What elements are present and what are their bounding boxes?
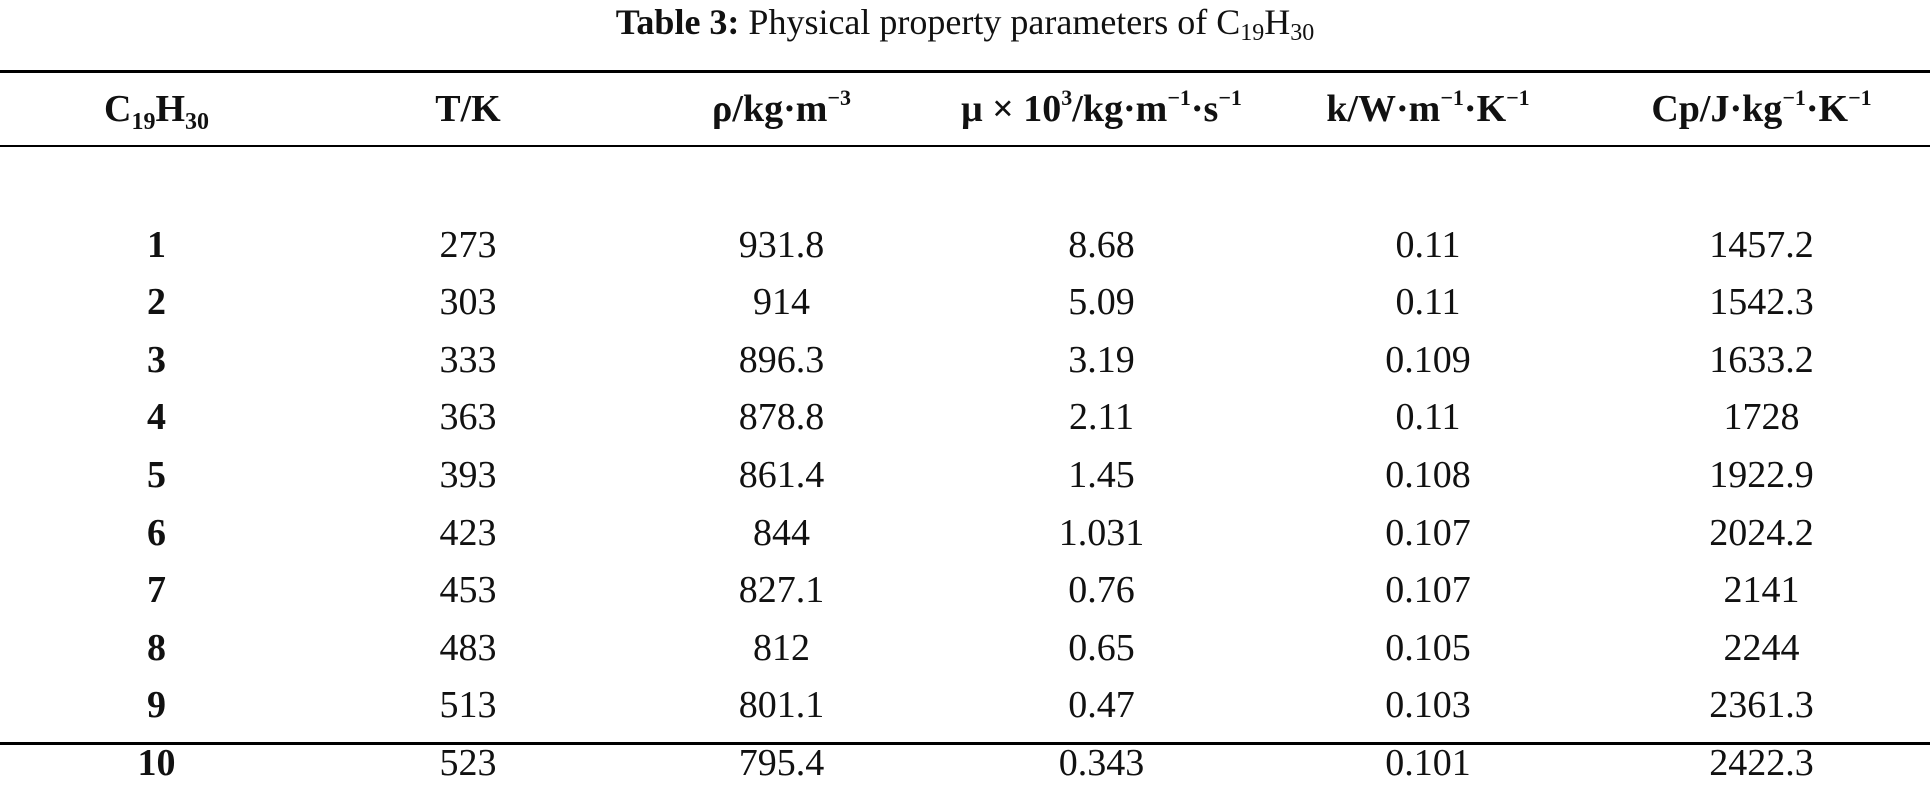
table-top-rule [0,70,1930,73]
cell-viscosity: 0.76 [1068,569,1135,612]
cell-temperature: 423 [439,511,497,554]
header-heat-capacity: Cp/J·kg−1·K−1 [1651,85,1872,131]
cell-density: 795.4 [738,741,825,784]
table-row: 5 393 861.4 1.45 0.108 1922.9 [0,447,1930,505]
table-row: 9 513 801.1 0.47 0.103 2361.3 [0,677,1930,735]
cell-viscosity: 0.65 [1068,626,1135,669]
table-row: 4 363 878.8 2.11 0.11 1728 [0,389,1930,447]
cell-density: 844 [753,511,810,554]
table-header-rule [0,145,1930,147]
cell-heat-capacity: 2244 [1723,626,1800,669]
cell-conductivity: 0.11 [1395,223,1461,266]
cell-temperature: 483 [439,626,497,669]
table-row: 1 273 931.8 8.68 0.11 1457.2 [0,217,1930,275]
cell-temperature: 453 [439,569,497,612]
cell-viscosity: 0.343 [1058,741,1145,784]
header-density: ρ/kg·m−3 [712,85,851,131]
cell-temperature: 523 [439,741,497,784]
cell-heat-capacity: 1633.2 [1709,338,1814,381]
cell-viscosity: 0.47 [1068,684,1135,727]
cell-heat-capacity: 2141 [1723,569,1800,612]
cell-conductivity: 0.105 [1385,626,1471,669]
cell-index: 7 [147,569,166,612]
cell-heat-capacity: 1728 [1723,396,1800,439]
cell-viscosity: 2.11 [1068,396,1135,439]
cell-density: 801.1 [738,684,825,727]
cell-density: 861.4 [738,453,825,496]
cell-temperature: 333 [439,338,497,381]
caption-sub-30: 30 [1290,20,1315,46]
cell-temperature: 303 [439,281,497,324]
caption-label: Table 3: [615,2,740,42]
table-spacer-cell [0,145,1930,217]
table-bottom-rule [0,742,1930,745]
cell-temperature: 363 [439,396,497,439]
table-caption: Table 3: Physical property parameters of… [0,0,1930,52]
caption-text: Physical property parameters of C [748,2,1241,42]
physical-property-table: C19H30 T/K ρ/kg·m−3 μ × 103/kg·m−1·s−1 k… [0,73,1930,793]
cell-index: 6 [147,511,166,554]
cell-index: 1 [147,223,166,266]
cell-density: 878.8 [738,396,825,439]
cell-conductivity: 0.107 [1385,511,1471,554]
cell-index: 10 [137,741,176,784]
cell-heat-capacity: 1922.9 [1709,453,1814,496]
header-conductivity: k/W·m−1·K−1 [1326,85,1530,131]
cell-viscosity: 3.19 [1068,338,1135,381]
cell-heat-capacity: 2361.3 [1709,684,1814,727]
cell-density: 812 [753,626,810,669]
cell-density: 931.8 [738,223,825,266]
cell-conductivity: 0.109 [1385,338,1471,381]
cell-heat-capacity: 2422.3 [1709,741,1814,784]
table-row: 7 453 827.1 0.76 0.107 2141 [0,562,1930,620]
cell-index: 4 [147,396,166,439]
cell-heat-capacity: 1542.3 [1709,281,1814,324]
cell-index: 9 [147,684,166,727]
cell-conductivity: 0.11 [1395,281,1461,324]
table-spacer [0,145,1930,217]
table-row: 2 303 914 5.09 0.11 1542.3 [0,274,1930,332]
cell-temperature: 513 [439,684,497,727]
caption-sub-19: 19 [1240,20,1265,46]
cell-index: 3 [147,338,166,381]
cell-index: 8 [147,626,166,669]
cell-conductivity: 0.108 [1385,453,1471,496]
cell-index: 2 [147,281,166,324]
cell-conductivity: 0.107 [1385,569,1471,612]
header-temperature: T/K [435,88,501,130]
cell-conductivity: 0.11 [1395,396,1461,439]
table-row: 3 333 896.3 3.19 0.109 1633.2 [0,332,1930,390]
table-row: 6 423 844 1.031 0.107 2024.2 [0,505,1930,563]
cell-conductivity: 0.101 [1385,741,1471,784]
cell-heat-capacity: 2024.2 [1709,511,1814,554]
cell-viscosity: 1.031 [1058,511,1145,554]
cell-viscosity: 8.68 [1068,223,1135,266]
cell-index: 5 [147,453,166,496]
cell-heat-capacity: 1457.2 [1709,223,1814,266]
table-header-row: C19H30 T/K ρ/kg·m−3 μ × 103/kg·m−1·s−1 k… [0,73,1930,145]
table-row: 8 483 812 0.65 0.105 2244 [0,620,1930,678]
header-viscosity: μ × 103/kg·m−1·s−1 [961,85,1242,131]
caption-mid: H [1264,2,1291,42]
header-compound: C19H30 [103,88,209,135]
table-row: 10 523 795.4 0.343 0.101 2422.3 [0,735,1930,793]
cell-density: 914 [753,281,810,324]
cell-density: 896.3 [738,338,825,381]
cell-viscosity: 5.09 [1068,281,1135,324]
cell-density: 827.1 [738,569,825,612]
cell-conductivity: 0.103 [1385,684,1471,727]
cell-temperature: 393 [439,453,497,496]
cell-temperature: 273 [439,223,497,266]
cell-viscosity: 1.45 [1068,453,1135,496]
